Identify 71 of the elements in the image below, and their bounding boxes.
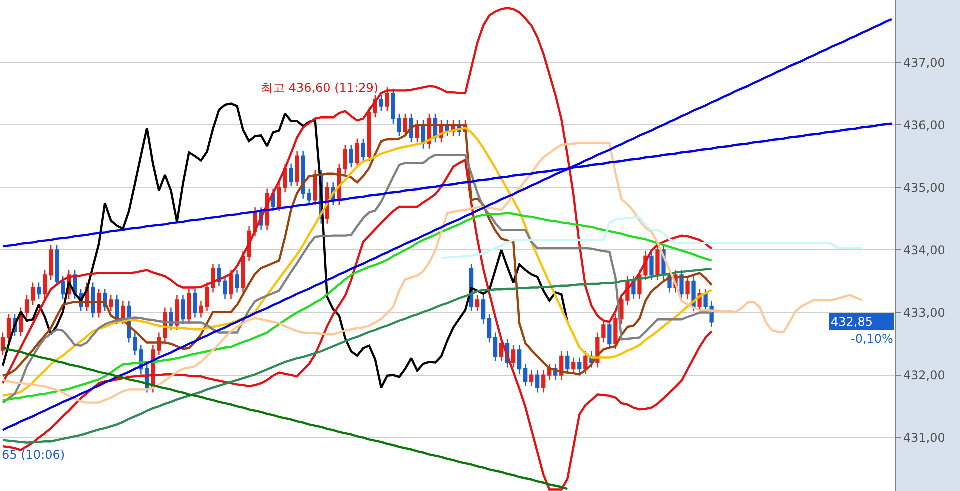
annotation: 432,85 — [831, 315, 873, 329]
candlestick — [193, 288, 198, 318]
candlestick — [572, 357, 576, 375]
candlestick — [313, 170, 318, 206]
y-tick-label: 431,00 — [903, 431, 946, 446]
annotation: 최고 436,60 (11:29) — [261, 81, 379, 95]
annotation: 65 (10:06) — [2, 448, 66, 462]
candlestick — [277, 182, 282, 212]
candlestick — [48, 244, 54, 281]
candlestick — [397, 113, 402, 137]
candlestick — [343, 144, 348, 174]
candlestick — [518, 344, 522, 375]
candlestick — [307, 188, 312, 206]
candlestick — [680, 270, 684, 300]
candlestick — [109, 294, 114, 312]
candlestick — [385, 86, 390, 112]
candlestick — [530, 370, 534, 388]
y-tick-label: 434,00 — [903, 243, 946, 258]
candlestick — [36, 282, 42, 300]
candlestick — [133, 332, 138, 356]
line-series — [2, 346, 569, 490]
candlestick — [475, 294, 480, 312]
candlestick — [379, 94, 384, 112]
candlestick — [54, 244, 60, 288]
candlestick — [512, 344, 516, 368]
annotation: -0,10% — [851, 332, 894, 346]
candlestick — [42, 270, 48, 300]
candlestick — [301, 150, 306, 200]
line-series — [2, 102, 569, 389]
candlestick — [175, 294, 180, 331]
line-series — [2, 212, 713, 402]
candlestick — [289, 163, 294, 187]
candlestick — [30, 282, 36, 306]
candlestick — [97, 288, 102, 318]
candlestick — [229, 270, 234, 300]
candlestick — [91, 282, 96, 318]
y-tick-label: 433,00 — [903, 306, 946, 320]
candlestick — [391, 88, 396, 124]
candlestick — [650, 250, 654, 281]
candlestick — [524, 363, 528, 388]
candlestick — [542, 370, 546, 394]
line-series — [2, 268, 713, 444]
candlestick — [656, 244, 660, 281]
candlestick — [6, 313, 12, 344]
candlestick — [361, 138, 366, 162]
candlestick — [614, 313, 618, 350]
candlestick — [602, 320, 606, 344]
y-tick-label: 435,00 — [903, 180, 946, 195]
candlestick — [536, 370, 540, 394]
line-series — [440, 216, 864, 260]
candlestick — [686, 276, 690, 300]
y-tick-label: 437,00 — [903, 56, 946, 70]
line-series — [2, 159, 713, 491]
candlestick — [349, 144, 354, 168]
candlestick — [487, 313, 492, 344]
line-series — [2, 18, 894, 432]
candlestick — [0, 332, 6, 356]
candlestick — [481, 294, 486, 325]
y-tick-label: 436,00 — [903, 118, 946, 132]
candlestick — [235, 270, 240, 294]
candlestick — [578, 357, 582, 375]
candlestick — [493, 332, 498, 362]
candlestick — [61, 276, 66, 300]
line-series — [2, 7, 713, 385]
candlestick — [548, 363, 552, 381]
y-tick-label: 432,00 — [903, 368, 946, 382]
candlestick — [403, 113, 408, 137]
candlestick — [24, 294, 30, 318]
candlestick — [367, 106, 372, 162]
candlestick — [584, 350, 588, 375]
candlestick — [295, 150, 300, 187]
